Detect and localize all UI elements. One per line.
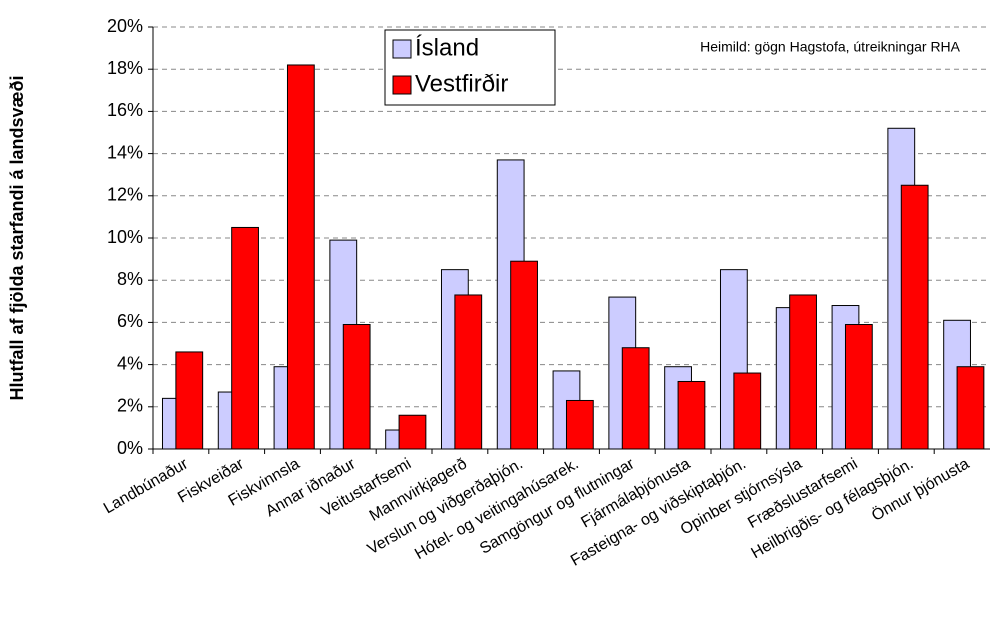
bar [621, 347, 650, 450]
legend-swatch [392, 39, 412, 59]
bar [733, 372, 762, 450]
bar [510, 260, 538, 450]
y-tick-label: 16% [107, 100, 143, 120]
bar [956, 366, 985, 450]
legend-swatch [392, 75, 412, 95]
bar [844, 324, 873, 450]
bar [342, 324, 371, 450]
y-tick-label: 14% [107, 142, 143, 162]
bar [677, 380, 706, 450]
y-tick-label: 0% [117, 438, 143, 458]
x-tick-label: Önnur þjónusta [868, 454, 972, 524]
bar [565, 399, 594, 450]
bar [398, 414, 427, 450]
y-tick-label: 6% [117, 311, 143, 331]
bar [175, 351, 204, 450]
y-tick-label: 2% [117, 396, 143, 416]
bar [454, 294, 483, 450]
y-tick-label: 10% [107, 227, 143, 247]
y-tick-label: 20% [107, 16, 143, 36]
y-axis-label: Hlutfall af fjölda starfandi á landsvæði [7, 75, 27, 400]
y-tick-label: 12% [107, 185, 143, 205]
y-tick-label: 18% [107, 58, 143, 78]
annotation: Heimild: gögn Hagstofa, útreikningar RHA [700, 39, 961, 55]
legend-box [384, 29, 556, 106]
bar [789, 294, 817, 450]
legend-label: Vestfirðir [415, 70, 508, 97]
bar [231, 226, 259, 450]
y-tick-label: 4% [117, 353, 143, 373]
bar [286, 64, 315, 450]
x-tick-label: Landbúnaður [101, 455, 192, 517]
legend-label: Ísland [415, 34, 479, 61]
bar [900, 184, 929, 450]
y-tick-label: 8% [117, 269, 143, 289]
